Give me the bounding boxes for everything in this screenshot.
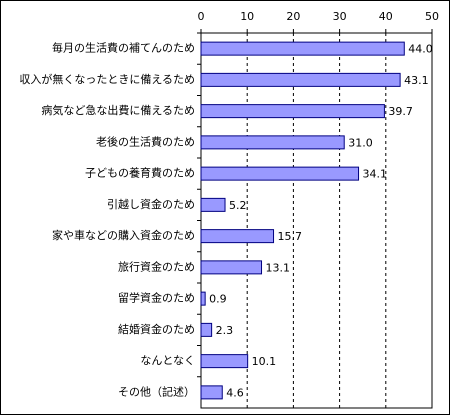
- y-tick-label: 子どもの養育費のため: [85, 166, 195, 180]
- x-tick-label: 40: [379, 10, 393, 23]
- value-label: 31.0: [348, 136, 373, 149]
- y-tick-label: 結婚資金のため: [118, 322, 195, 336]
- value-label: 0.9: [209, 293, 227, 306]
- x-tick-label: 10: [240, 10, 254, 23]
- value-label: 39.7: [388, 105, 413, 118]
- bar: [200, 135, 345, 150]
- bar: [200, 72, 401, 87]
- value-label: 13.1: [266, 261, 291, 274]
- x-tick-label: 30: [333, 10, 347, 23]
- value-label: 5.2: [229, 199, 247, 212]
- bar: [200, 229, 275, 244]
- bar: [200, 41, 405, 56]
- value-label: 43.1: [404, 74, 429, 87]
- y-tick-label: 老後の生活費のため: [96, 134, 195, 148]
- x-tick-label: 50: [425, 10, 439, 23]
- value-label: 10.1: [252, 355, 276, 368]
- x-tick-label: 20: [286, 10, 300, 23]
- bar: [200, 385, 223, 400]
- x-tick-label: 0: [198, 10, 205, 23]
- y-tick-label: 毎月の生活費の補てんのため: [52, 41, 195, 55]
- y-tick-label: その他（記述）: [118, 384, 195, 398]
- value-label: 4.6: [226, 386, 244, 399]
- y-tick-label: 病気など急な出費に備えるため: [41, 103, 195, 117]
- y-tick-label: 家や車などの購入資金のため: [52, 228, 195, 242]
- bar: [200, 197, 226, 212]
- bar: [200, 291, 206, 306]
- bar: [200, 322, 213, 337]
- value-label: 34.1: [363, 168, 388, 181]
- bar: [200, 104, 385, 119]
- bar: [200, 260, 263, 275]
- y-tick-label: 旅行資金のため: [118, 259, 195, 273]
- value-label: 15.7: [278, 230, 303, 243]
- bar: [200, 354, 249, 369]
- y-tick-label: 引越し資金のため: [107, 197, 195, 211]
- value-label: 44.0: [408, 43, 433, 56]
- y-tick-label: 収入が無くなったときに備えるため: [19, 72, 195, 86]
- y-tick-label: 留学資金のため: [118, 291, 195, 305]
- bar: [200, 166, 360, 181]
- y-tick-label: なんとなく: [140, 354, 195, 367]
- value-label: 2.3: [216, 324, 234, 337]
